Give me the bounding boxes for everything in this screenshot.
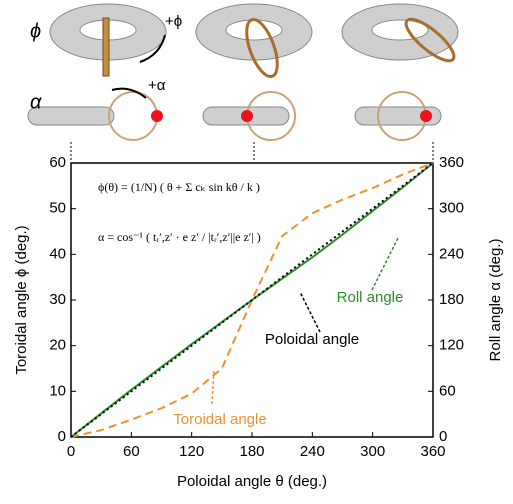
series-line	[70, 162, 434, 438]
y-tick-label: 50	[49, 200, 66, 217]
x-tick-label: 60	[123, 443, 140, 460]
y2-axis-label: Roll angle α (deg.)	[487, 239, 504, 362]
y-tick-label: 30	[49, 291, 66, 308]
x-tick-label: 0	[67, 443, 75, 460]
equation: ϕ(θ) = (1/N) ( θ + Σ cₖ sin kθ / k )	[98, 180, 260, 194]
plus-alpha-label: +α	[148, 77, 166, 94]
y2-tick-label: 0	[439, 428, 447, 445]
plus-phi-label: +ϕ	[165, 13, 182, 30]
y2-tick-label: 120	[439, 337, 464, 354]
series-annotation: Roll angle	[337, 289, 404, 306]
x-axis-label: Poloidal angle θ (deg.)	[177, 473, 327, 490]
series-line	[70, 162, 434, 438]
series-annotation: Poloidal angle	[265, 331, 359, 348]
x-tick-label: 300	[360, 443, 385, 460]
x-tick-label: 360	[420, 443, 445, 460]
y-axis-label: Toroidal angle ϕ (deg.)	[13, 225, 30, 374]
y-tick-label: 10	[49, 382, 66, 399]
annotation-arrows	[211, 237, 399, 405]
x-tick-label: 180	[239, 443, 264, 460]
series-line	[70, 162, 434, 438]
y-tick-label: 20	[49, 337, 66, 354]
x-tick-label: 240	[300, 443, 325, 460]
torus-illustrations	[27, 3, 459, 160]
x-tick-label: 120	[179, 443, 204, 460]
y-tick-label: 60	[49, 154, 66, 171]
series-annotation: Toroidal angle	[173, 411, 266, 428]
y2-tick-label: 240	[439, 245, 464, 262]
y-tick-label: 0	[58, 428, 66, 445]
y-tick-label: 40	[49, 245, 66, 262]
y2-tick-label: 60	[439, 382, 456, 399]
equation: α = cos⁻¹ ( tᵣ′,z′ · e z′ / |tᵣ′,z′||e z…	[98, 230, 261, 244]
y2-tick-label: 360	[439, 154, 464, 171]
y2-tick-label: 300	[439, 200, 464, 217]
alpha-label: α	[30, 91, 42, 113]
phi-label: ϕ	[30, 20, 41, 42]
y2-tick-label: 180	[439, 291, 464, 308]
